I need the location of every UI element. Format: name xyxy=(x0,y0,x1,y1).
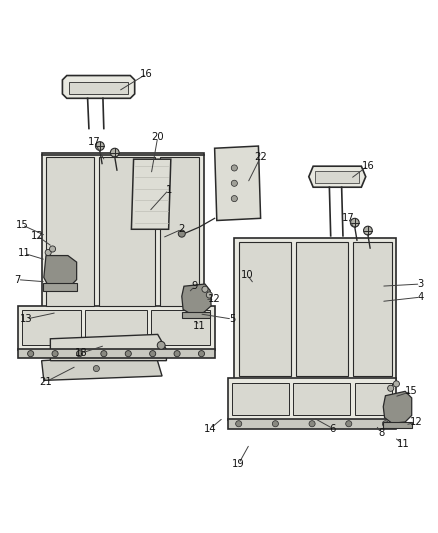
Circle shape xyxy=(93,366,99,372)
Polygon shape xyxy=(42,354,162,381)
Circle shape xyxy=(28,351,34,357)
Polygon shape xyxy=(293,383,350,415)
Circle shape xyxy=(231,180,237,187)
Circle shape xyxy=(231,165,237,171)
Polygon shape xyxy=(99,157,155,306)
Polygon shape xyxy=(131,159,171,229)
Polygon shape xyxy=(46,157,94,306)
Text: 1: 1 xyxy=(166,185,172,195)
Circle shape xyxy=(350,219,359,227)
Polygon shape xyxy=(215,146,261,221)
Circle shape xyxy=(150,351,156,357)
Circle shape xyxy=(49,246,56,252)
Text: 7: 7 xyxy=(14,274,21,285)
Circle shape xyxy=(364,226,372,235)
Polygon shape xyxy=(315,172,359,183)
Text: 3: 3 xyxy=(417,279,424,289)
Circle shape xyxy=(236,421,242,427)
Text: 15: 15 xyxy=(15,220,28,230)
Text: 12: 12 xyxy=(31,231,44,241)
Text: 8: 8 xyxy=(378,428,384,438)
Circle shape xyxy=(272,421,279,427)
Polygon shape xyxy=(69,82,128,94)
Text: 10: 10 xyxy=(241,270,254,280)
Text: 14: 14 xyxy=(204,424,216,433)
Text: 2: 2 xyxy=(179,224,185,235)
Circle shape xyxy=(157,342,165,349)
Circle shape xyxy=(346,421,352,427)
Circle shape xyxy=(52,351,58,357)
Circle shape xyxy=(309,421,315,427)
Circle shape xyxy=(45,249,51,255)
Text: 13: 13 xyxy=(20,314,32,324)
Polygon shape xyxy=(309,166,366,187)
Circle shape xyxy=(101,351,107,357)
Text: 5: 5 xyxy=(229,314,235,324)
Polygon shape xyxy=(383,422,412,427)
Circle shape xyxy=(125,351,131,357)
Circle shape xyxy=(231,196,237,201)
Polygon shape xyxy=(160,157,199,306)
Text: 12: 12 xyxy=(208,294,221,304)
Circle shape xyxy=(198,351,205,357)
Text: 20: 20 xyxy=(152,132,164,142)
Circle shape xyxy=(95,142,104,150)
Polygon shape xyxy=(85,310,147,345)
Polygon shape xyxy=(228,378,396,420)
Text: 9: 9 xyxy=(192,281,198,291)
Text: 18: 18 xyxy=(75,348,87,358)
Polygon shape xyxy=(50,334,166,361)
Text: 12: 12 xyxy=(410,417,423,427)
Polygon shape xyxy=(44,255,77,287)
Polygon shape xyxy=(353,243,392,376)
Polygon shape xyxy=(182,312,210,318)
Text: 11: 11 xyxy=(396,439,410,449)
Text: 4: 4 xyxy=(417,292,424,302)
Polygon shape xyxy=(239,243,291,376)
Circle shape xyxy=(178,230,185,237)
Text: 11: 11 xyxy=(18,248,31,259)
Circle shape xyxy=(393,381,399,387)
Polygon shape xyxy=(228,419,396,429)
Polygon shape xyxy=(18,306,215,350)
Circle shape xyxy=(76,351,82,357)
Circle shape xyxy=(110,148,119,157)
Polygon shape xyxy=(234,238,396,381)
Polygon shape xyxy=(355,383,392,415)
Circle shape xyxy=(202,286,208,292)
Polygon shape xyxy=(22,310,81,345)
Text: 19: 19 xyxy=(232,458,245,469)
Text: 16: 16 xyxy=(140,69,153,79)
Polygon shape xyxy=(43,283,77,290)
Polygon shape xyxy=(63,76,135,98)
Polygon shape xyxy=(182,284,211,314)
Polygon shape xyxy=(383,391,412,423)
Text: 15: 15 xyxy=(405,386,418,397)
Text: 11: 11 xyxy=(193,321,206,330)
Polygon shape xyxy=(42,152,204,310)
Circle shape xyxy=(388,385,394,391)
Text: 16: 16 xyxy=(361,161,374,171)
Polygon shape xyxy=(296,243,348,376)
Circle shape xyxy=(174,351,180,357)
Polygon shape xyxy=(232,383,289,415)
Circle shape xyxy=(382,421,389,427)
Text: 22: 22 xyxy=(254,152,267,162)
Text: 17: 17 xyxy=(88,136,101,147)
Polygon shape xyxy=(18,349,215,359)
Circle shape xyxy=(206,292,212,298)
Polygon shape xyxy=(151,310,210,345)
Text: 17: 17 xyxy=(342,213,355,223)
Text: 21: 21 xyxy=(39,377,53,387)
Text: 6: 6 xyxy=(330,424,336,433)
